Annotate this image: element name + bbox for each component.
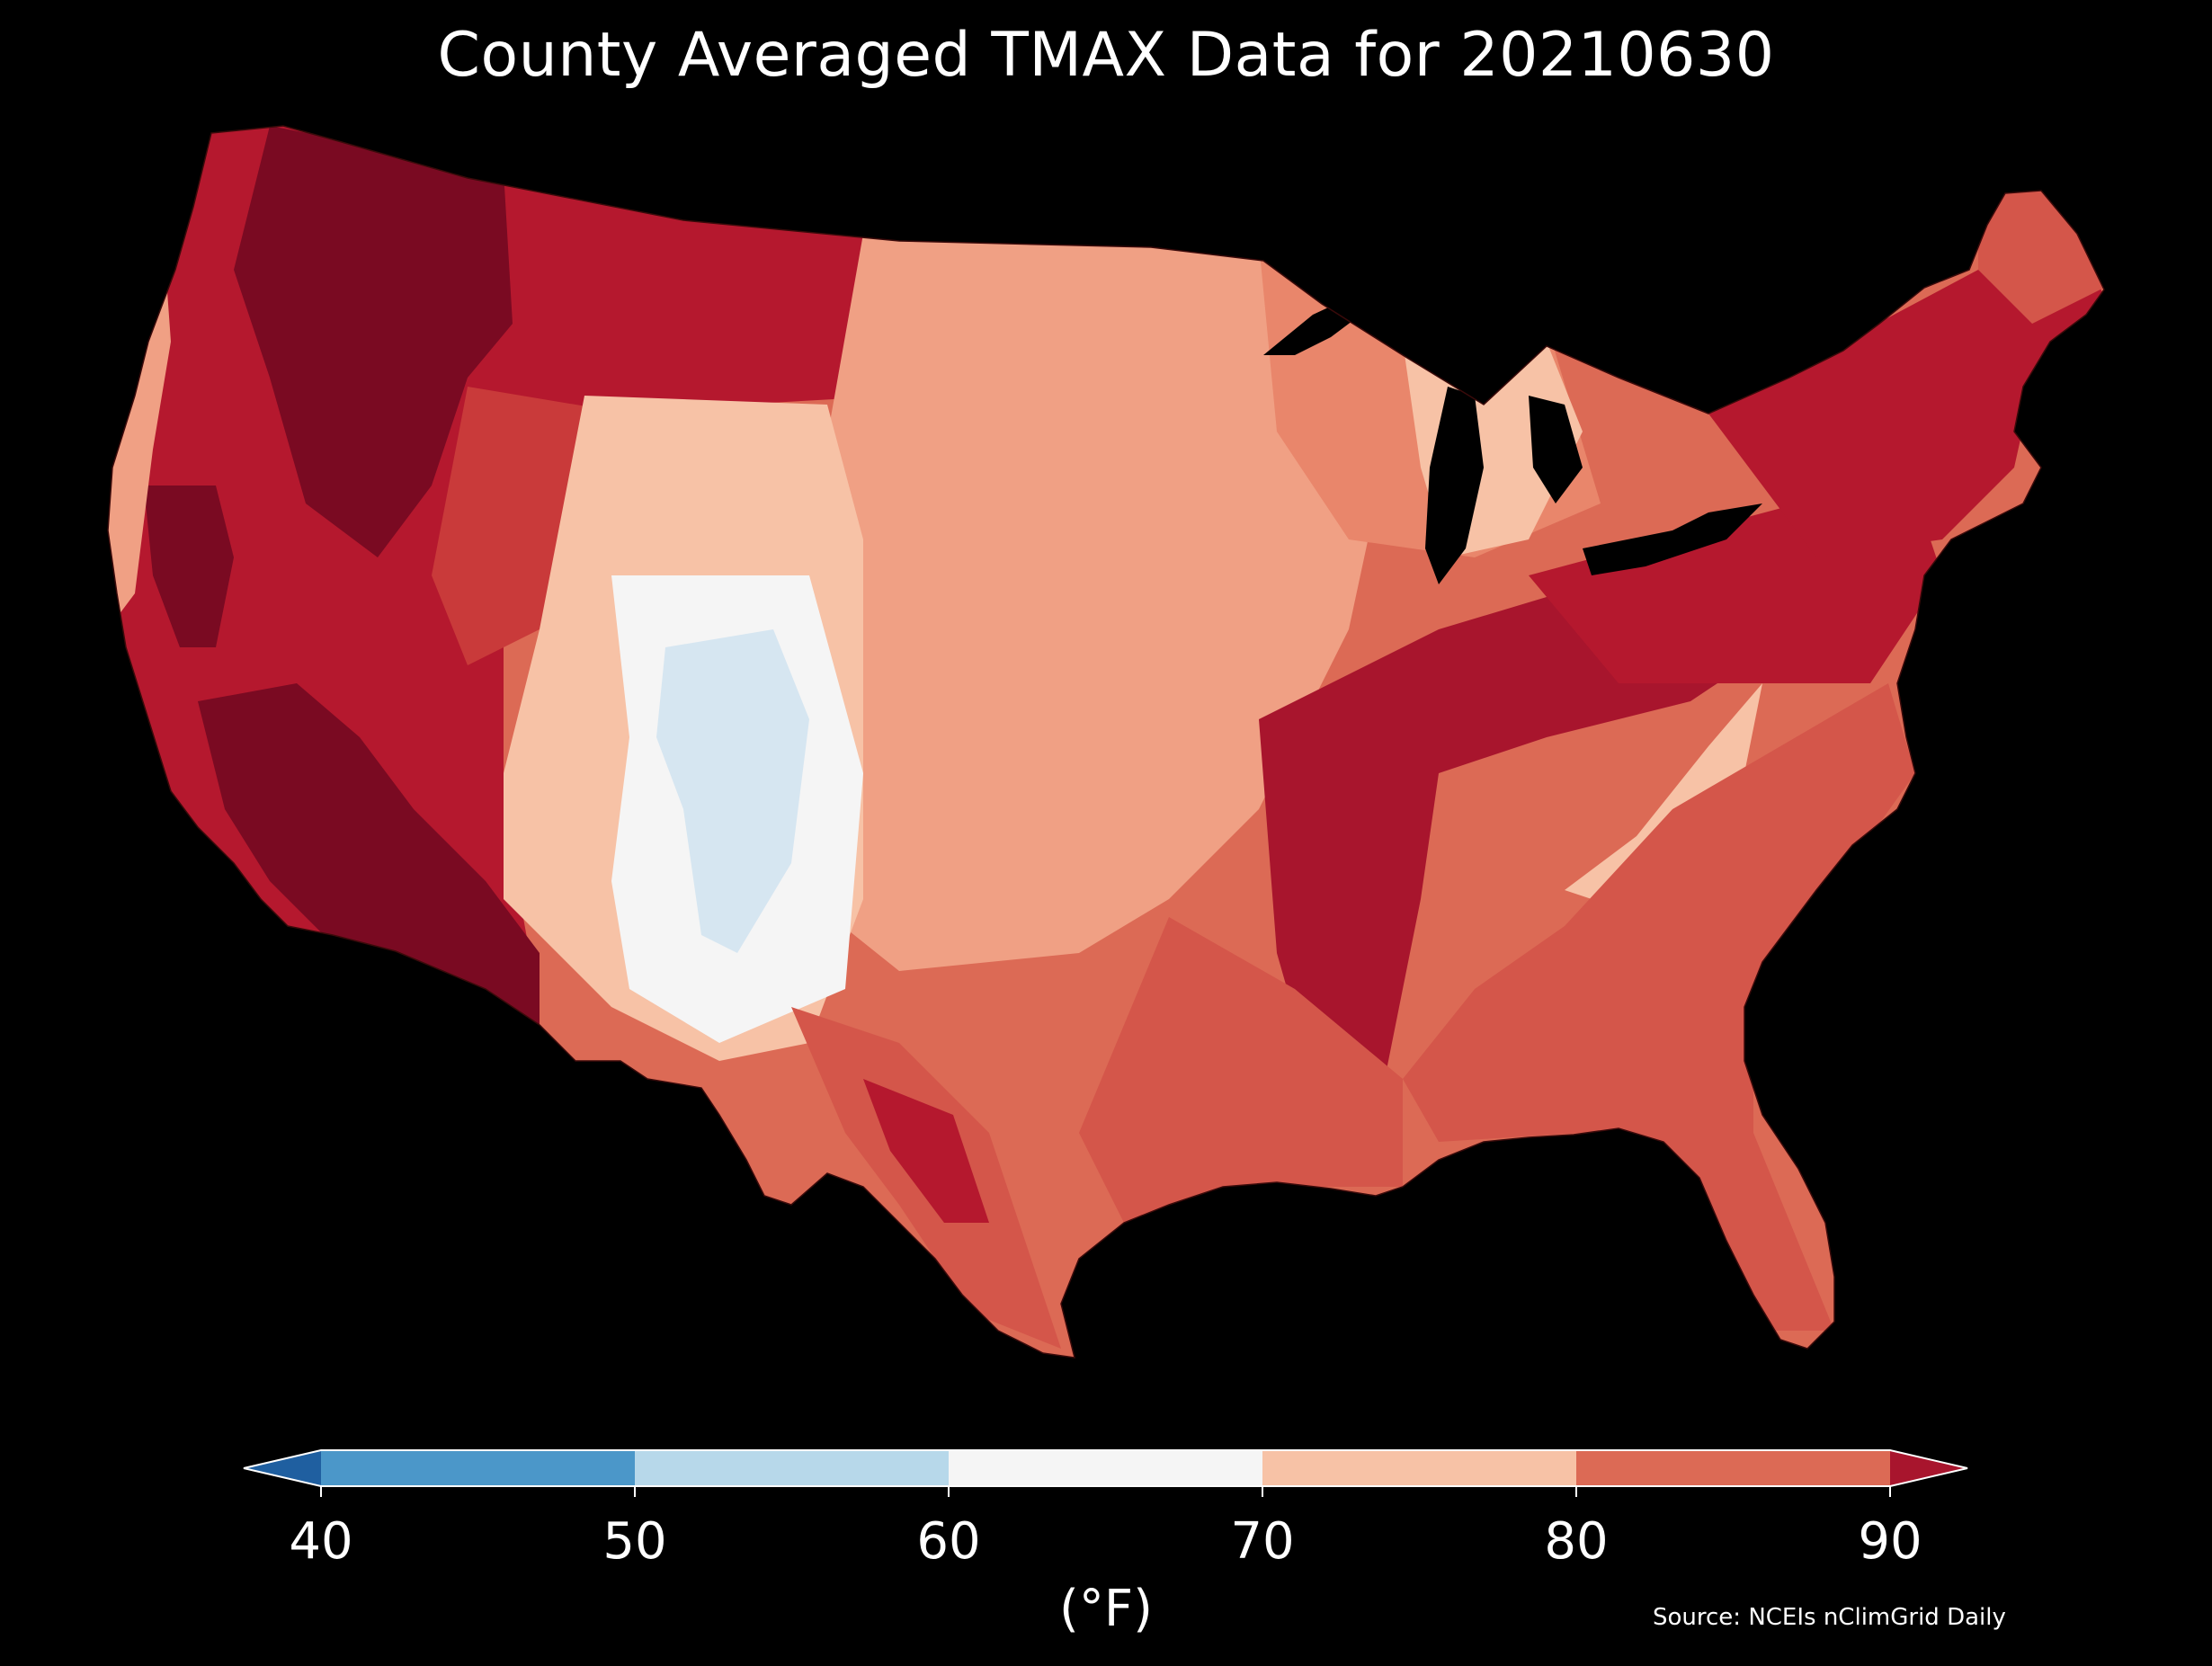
colorbar-tick-label: 40 xyxy=(289,1512,352,1571)
colorbar-tick-label: 80 xyxy=(1544,1512,1608,1571)
colorbar-bin-40-50 xyxy=(321,1450,635,1486)
colorbar-bin-80-90 xyxy=(1576,1450,1890,1486)
region-pacific-nw-hottest xyxy=(234,126,513,557)
colorbar-tick-label: 70 xyxy=(1230,1512,1294,1571)
colorbar-bin-70-80 xyxy=(1262,1450,1576,1486)
region-gulf-coast xyxy=(1079,917,1403,1223)
colorbar-bin-60-70 xyxy=(949,1450,1262,1486)
region-great-plains-warm xyxy=(791,234,1403,971)
colorbar-label: (°F) xyxy=(1059,1580,1153,1638)
colorbar-extend-low xyxy=(244,1450,321,1486)
colorbar-bin-50-60 xyxy=(635,1450,949,1486)
region-southeast-coast xyxy=(1403,683,1915,1331)
region-northeast-hot xyxy=(1708,234,2104,557)
region-high-plains-north-hot xyxy=(504,180,899,432)
colorbar-extend-high xyxy=(1890,1450,1967,1486)
lake-huron xyxy=(1529,396,1583,503)
colorbar-tick-label: 60 xyxy=(916,1512,980,1571)
map-title: County Averaged TMAX Data for 20210630 xyxy=(437,20,1775,91)
region-colorado-coldest xyxy=(656,629,809,953)
temperature-regions xyxy=(108,126,2104,1349)
lake-erie-ontario xyxy=(1583,503,1762,575)
region-rio-grande-hot xyxy=(863,1079,989,1223)
lake-superior xyxy=(1263,286,1421,355)
great-lakes xyxy=(1263,286,1762,584)
region-desert-southwest-hottest xyxy=(198,683,540,1025)
lake-michigan xyxy=(1425,387,1484,584)
region-mid-south-hot xyxy=(1259,557,1798,1079)
source-note: Source: NCEIs nClimGrid Daily xyxy=(1653,1604,2006,1631)
colorbar-tick-label: 50 xyxy=(602,1512,666,1571)
region-central-valley-hottest xyxy=(144,486,234,647)
colorbar-tick-label: 90 xyxy=(1858,1512,1922,1571)
